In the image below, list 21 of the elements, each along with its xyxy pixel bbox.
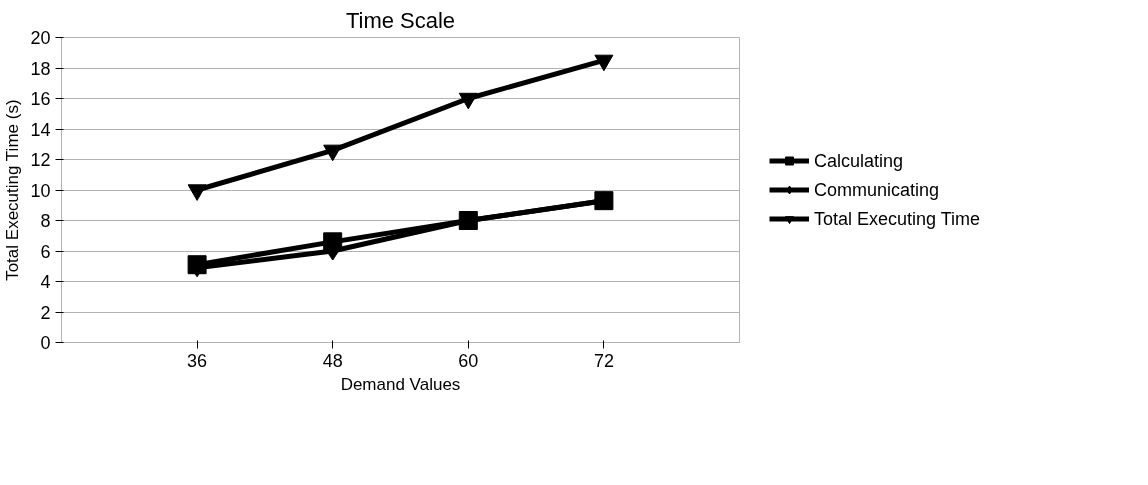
y-tick-label: 12 bbox=[30, 150, 51, 170]
y-tick-label: 10 bbox=[30, 180, 51, 201]
y-tick-label: 0 bbox=[40, 333, 51, 353]
x-tick-label: 72 bbox=[593, 350, 614, 371]
x-tick-label: 48 bbox=[322, 350, 343, 371]
y-tick-label: 4 bbox=[40, 272, 51, 292]
y-tick-label: 20 bbox=[30, 28, 51, 48]
y-tick-label: 2 bbox=[40, 302, 51, 323]
x-tick-label: 60 bbox=[458, 350, 479, 371]
y-tick-label: 8 bbox=[40, 211, 51, 231]
y-tick-label: 16 bbox=[30, 89, 51, 109]
x-axis-title: Demand Values bbox=[340, 374, 461, 394]
x-tick-label: 36 bbox=[187, 350, 208, 371]
y-axis-title: Total Executing Time (s) bbox=[3, 99, 23, 281]
y-tick-label: 18 bbox=[30, 58, 51, 79]
y-tick-label: 6 bbox=[40, 241, 51, 262]
legend-label: Communicating bbox=[814, 179, 940, 200]
chart-title: Time Scale bbox=[345, 7, 456, 33]
y-tick-label: 14 bbox=[30, 119, 51, 140]
legend-label: Calculating bbox=[814, 150, 904, 171]
legend-label: Total Executing Time bbox=[814, 208, 981, 229]
